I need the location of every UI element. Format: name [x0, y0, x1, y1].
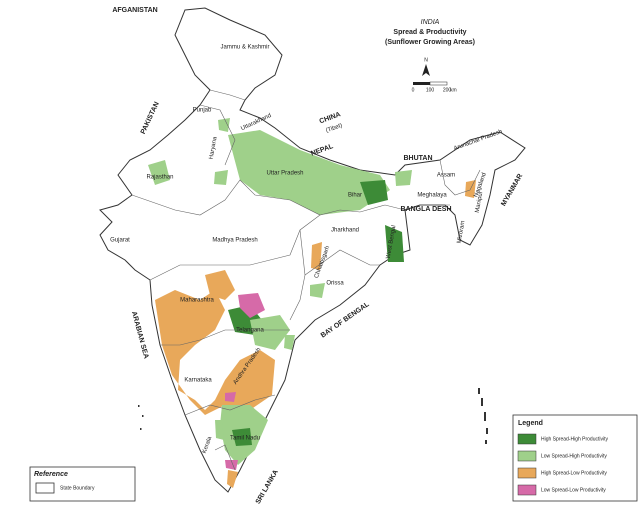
- place-label: Manipur: [475, 191, 485, 213]
- map-title: Spread & Productivity: [393, 29, 466, 36]
- scale-label: 0: [412, 87, 415, 93]
- legend-swatch: [517, 450, 537, 462]
- scale-label: 100: [426, 87, 435, 93]
- place-label: Kerala: [202, 435, 214, 454]
- place-label: Haryana: [209, 136, 219, 160]
- scale-bar: 0 100 200 km: [412, 81, 457, 93]
- place-label: Maharashtra: [180, 298, 214, 304]
- scale-label: km: [450, 87, 457, 93]
- reference-swatch: [35, 482, 55, 494]
- legend-swatch: [517, 484, 537, 496]
- place-label: (Tibet): [325, 123, 343, 134]
- legend: High Spread-High Productivity Low Spread-…: [517, 433, 608, 496]
- place-label: Tamil Nadu: [230, 436, 260, 442]
- place-label: AFGANISTAN: [112, 7, 157, 14]
- place-label: SRI LANKA: [255, 469, 280, 506]
- place-label: NEPAL: [310, 143, 335, 158]
- place-label: Telangana: [236, 328, 264, 334]
- place-label: Bihar: [348, 193, 362, 199]
- place-label: MYANMAR: [500, 173, 524, 208]
- reference-item: State Boundary: [60, 485, 95, 491]
- islands: [138, 388, 488, 444]
- place-label: Uttar Pradesh: [266, 171, 303, 177]
- place-label: ARABIAN SEA: [130, 311, 149, 360]
- scale-label: 200: [443, 87, 452, 93]
- place-label: BHUTAN: [403, 155, 432, 162]
- north-arrow: [422, 64, 430, 76]
- place-label: Jammu & Kashmir: [220, 45, 269, 51]
- legend-swatch: [517, 433, 537, 445]
- place-label: Meghalaya: [417, 193, 447, 199]
- place-label: Jharkhand: [331, 228, 359, 234]
- map-country: INDIA: [421, 19, 440, 26]
- legend-title: Legend: [518, 420, 543, 427]
- legend-label: Low Spread-High Productivity: [541, 453, 607, 459]
- place-label: Madhya Pradesh: [212, 238, 257, 244]
- map-subtitle: (Sunflower Growing Areas): [385, 39, 475, 46]
- legend-label: High Spread-Low Productivity: [541, 470, 607, 476]
- place-label: Assam: [437, 173, 455, 179]
- state-boundaries: [131, 89, 481, 471]
- growing-areas: [148, 118, 476, 488]
- place-label: Karnataka: [184, 378, 212, 384]
- place-label: Punjab: [193, 108, 212, 114]
- legend-label: High Spread-High Productivity: [541, 436, 608, 442]
- place-label: BANGLA DESH: [400, 206, 451, 213]
- place-label: PAKISTAN: [140, 101, 161, 135]
- north-label: N: [424, 57, 428, 63]
- place-label: West Bengal: [386, 225, 398, 259]
- place-label: Gujarat: [110, 238, 130, 244]
- legend-label: Low Spread-Low Productivity: [541, 487, 606, 493]
- reference-title: Reference: [34, 471, 68, 478]
- place-label: Rajasthan: [146, 175, 173, 181]
- place-label: Orissa: [326, 281, 344, 287]
- place-label: Mizoram: [457, 220, 467, 244]
- legend-swatch: [517, 467, 537, 479]
